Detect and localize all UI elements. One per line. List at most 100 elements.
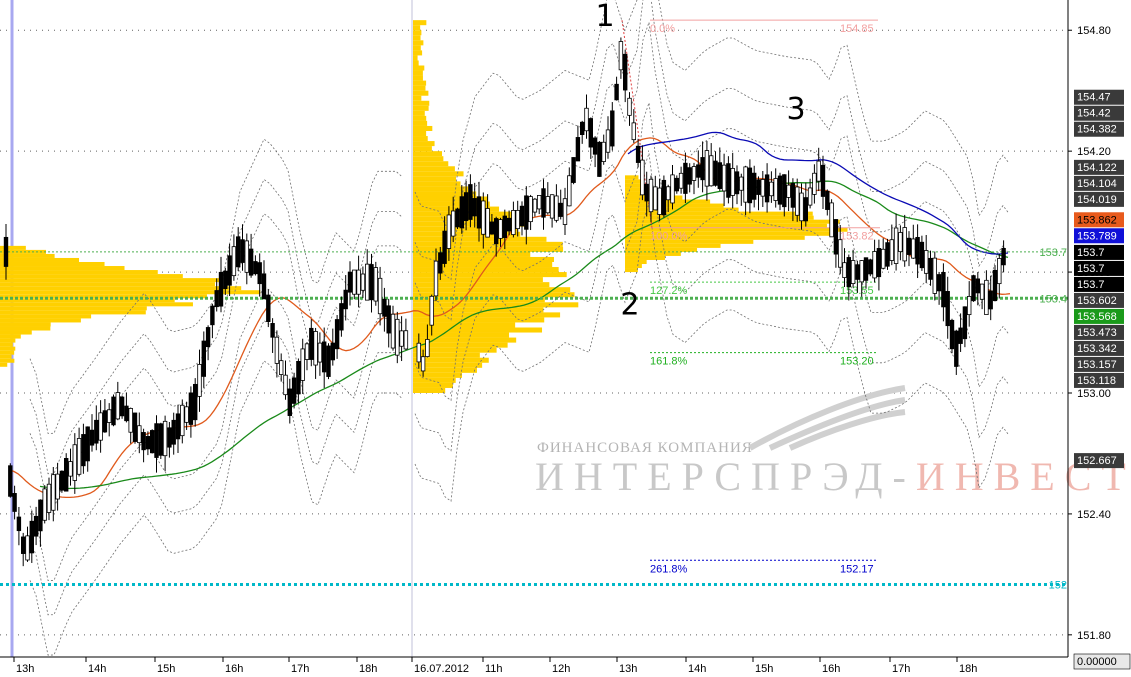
candle-body — [291, 377, 297, 404]
candle-body — [472, 198, 477, 217]
candle-body — [334, 319, 340, 350]
candle-body — [678, 172, 684, 189]
candle-body — [928, 257, 933, 280]
profile-bar — [413, 120, 428, 126]
profile-bar — [413, 100, 430, 106]
candle-body — [167, 427, 172, 448]
price-tag-bg — [1074, 276, 1124, 292]
profile-bar — [413, 191, 477, 197]
candle-body — [863, 257, 869, 281]
envelope-line — [29, 285, 403, 581]
x-tick-label: 12h — [552, 663, 570, 675]
candle-body — [571, 157, 576, 183]
fib-value: 153.55 — [840, 285, 874, 297]
candle-body — [309, 327, 314, 360]
candle-body — [124, 405, 129, 422]
x-tick-label: 18h — [959, 663, 977, 675]
candle-body — [450, 210, 456, 237]
candle-body — [72, 444, 77, 481]
profile-bar — [0, 350, 15, 355]
candle-body — [29, 520, 34, 554]
ma-green-line — [39, 180, 1009, 490]
candle-body — [8, 465, 13, 497]
price-tag: 153.118 — [1077, 375, 1116, 387]
candle-body — [799, 192, 804, 222]
fibonacci-levels: 0.0% 154.85 100.0% 153.82 127.2% 153.55 161.8%… — [621, 19, 880, 575]
price-tag-bg — [1074, 260, 1124, 276]
y-tick-label: 151.80 — [1077, 630, 1111, 642]
candle-body — [911, 238, 916, 259]
profile-bar — [413, 236, 547, 242]
profile-bar — [625, 268, 638, 273]
profile-bar — [625, 199, 711, 204]
profile-bar — [413, 337, 517, 343]
x-tick-label: 13h — [16, 663, 34, 675]
profile-bar — [413, 95, 422, 101]
profile-bar — [413, 171, 464, 177]
candle-body — [227, 255, 232, 286]
profile-bar — [413, 347, 497, 353]
candle-body — [734, 171, 740, 195]
candle-body — [235, 236, 241, 268]
profile-bar — [413, 186, 469, 192]
price-tag: 153.157 — [1077, 359, 1117, 371]
candle-body — [42, 488, 47, 521]
candle-body — [377, 277, 383, 315]
candle-body — [524, 195, 529, 230]
candle-body — [648, 178, 654, 213]
candle-body — [326, 345, 331, 377]
candle-body — [683, 162, 688, 194]
candle-body — [915, 236, 920, 265]
candle-body — [51, 474, 56, 511]
fib-percent: 100.0% — [650, 231, 688, 243]
fib-percent: 127.2% — [650, 285, 688, 297]
envelope-line — [414, 0, 1010, 230]
candle-body — [188, 392, 194, 425]
candle-body — [38, 499, 43, 532]
candle-body — [266, 294, 271, 323]
price-tag: 153.7 — [1077, 263, 1105, 275]
candle-body — [924, 250, 929, 274]
x-tick-label: 11h — [485, 663, 503, 675]
candle-body — [640, 159, 645, 196]
y-tick-label: 154.20 — [1077, 146, 1111, 158]
price-tag-bg — [1074, 356, 1124, 372]
price-tag-bg — [1074, 121, 1124, 137]
candle-body — [971, 275, 976, 302]
candle-body — [46, 483, 52, 513]
wave-label: 2 — [620, 287, 639, 322]
candle-body — [468, 184, 473, 220]
profile-bar — [413, 282, 550, 288]
candle-body — [760, 179, 765, 197]
candle-body — [438, 252, 443, 274]
profile-bar — [413, 382, 453, 388]
profile-bar — [413, 246, 564, 252]
candle-body — [343, 289, 348, 310]
candle-body — [274, 336, 280, 364]
profile-bar — [413, 136, 428, 142]
candle-body — [967, 296, 972, 316]
candle-body — [691, 166, 697, 181]
candle-body — [782, 174, 787, 208]
candle-body — [631, 122, 636, 141]
price-tag: 153.568 — [1077, 311, 1117, 323]
candle-body — [979, 283, 985, 300]
candle-body — [55, 473, 60, 500]
candle-body — [347, 271, 353, 293]
profile-bar — [413, 35, 421, 41]
price-tag-bg — [1074, 159, 1124, 175]
candle-body — [549, 194, 555, 219]
candle-body — [704, 150, 710, 187]
profile-bar — [413, 151, 443, 157]
candle-body — [416, 342, 421, 363]
price-tag-bg — [1074, 453, 1124, 469]
price-tag: 154.019 — [1077, 194, 1117, 206]
candle-body — [231, 246, 237, 277]
candle-body — [876, 248, 882, 278]
profile-bar — [413, 261, 553, 268]
candle-body — [906, 237, 912, 255]
x-tick-label: 15h — [755, 663, 773, 675]
candle-body — [580, 121, 585, 136]
candle-body — [141, 432, 146, 451]
x-tick-label: 14h — [88, 663, 106, 675]
